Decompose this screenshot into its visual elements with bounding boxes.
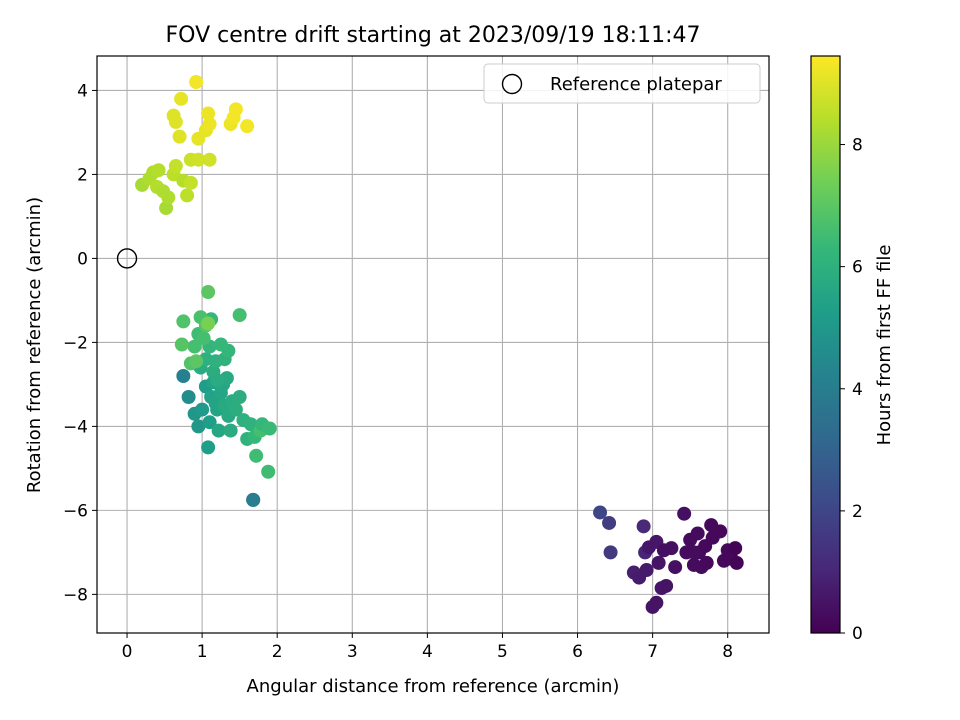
legend: Reference platepar <box>483 63 761 104</box>
y-tick-label: −4 <box>63 417 88 437</box>
y-tick-label: 2 <box>77 165 88 185</box>
data-point <box>168 159 183 174</box>
x-tick-label: 8 <box>722 642 733 662</box>
data-point <box>223 423 238 438</box>
data-point <box>636 519 651 534</box>
data-point <box>602 515 617 530</box>
colorbar-tick-label: 4 <box>852 380 863 400</box>
x-tick-label: 4 <box>422 642 433 662</box>
data-point <box>686 545 701 560</box>
data-point <box>189 354 204 369</box>
data-point <box>191 152 206 167</box>
data-point <box>240 119 255 134</box>
legend-marker-reference <box>501 73 523 95</box>
data-point <box>174 91 189 106</box>
legend-box <box>483 63 761 104</box>
data-point <box>603 545 618 560</box>
chart-title: FOV centre drift starting at 2023/09/19 … <box>166 23 701 48</box>
x-tick-label: 1 <box>197 642 208 662</box>
data-point <box>213 337 228 352</box>
data-point <box>668 560 683 575</box>
data-points <box>135 75 744 614</box>
data-point <box>181 389 196 404</box>
data-point <box>202 117 217 132</box>
data-point <box>228 402 243 417</box>
data-point <box>180 188 195 203</box>
y-axis-ticks: 4 2 0 −2 −4 −6 −8 <box>63 81 97 605</box>
data-point <box>249 448 264 463</box>
data-point <box>159 201 174 216</box>
colorbar-tick-label: 6 <box>852 258 863 278</box>
data-point <box>728 541 743 556</box>
data-point <box>189 75 204 90</box>
data-point <box>713 524 728 539</box>
data-point <box>176 314 191 329</box>
data-point <box>232 308 247 323</box>
y-tick-label: −6 <box>63 501 88 521</box>
data-point <box>246 492 261 507</box>
data-point <box>201 285 216 300</box>
data-point <box>659 578 674 593</box>
x-tick-label: 3 <box>347 642 358 662</box>
legend-label-reference: Reference platepar <box>550 74 722 95</box>
data-point <box>196 331 211 346</box>
data-point <box>195 402 210 417</box>
data-point <box>649 595 664 610</box>
data-point <box>201 106 216 121</box>
x-axis-label: Angular distance from reference (arcmin) <box>247 676 620 697</box>
x-tick-label: 6 <box>572 642 583 662</box>
data-point <box>232 389 247 404</box>
y-tick-label: 4 <box>77 81 88 101</box>
data-point <box>176 368 191 383</box>
reference-platepar-point <box>116 248 138 269</box>
data-point <box>210 373 225 388</box>
x-tick-label: 2 <box>272 642 283 662</box>
reference-marker <box>116 248 138 269</box>
data-point <box>172 129 187 144</box>
data-point <box>202 415 217 430</box>
data-point <box>161 190 176 205</box>
data-point <box>191 419 206 434</box>
data-point <box>228 102 243 117</box>
y-tick-label: −2 <box>63 333 88 353</box>
x-axis-ticks: 0 1 2 3 4 5 6 7 8 <box>122 633 733 662</box>
y-axis-label: Rotation from reference (arcmin) <box>24 197 45 493</box>
data-point <box>729 555 744 570</box>
data-point <box>593 505 608 520</box>
plot-frame <box>96 55 770 634</box>
x-tick-label: 0 <box>122 642 133 662</box>
data-point <box>202 152 217 167</box>
data-point <box>211 423 226 438</box>
colorbar-tick-label: 8 <box>852 136 863 156</box>
data-point <box>690 526 705 541</box>
data-point <box>201 440 216 455</box>
y-tick-label: −8 <box>63 585 88 605</box>
colorbar-tick-label: 0 <box>852 624 863 644</box>
data-point <box>699 555 714 570</box>
data-point <box>664 541 679 556</box>
data-point <box>187 339 202 354</box>
data-point <box>151 163 166 178</box>
data-point <box>677 506 692 521</box>
x-tick-label: 7 <box>647 642 658 662</box>
data-point <box>183 175 198 190</box>
colorbar-ticks: 0 2 4 6 8 <box>840 136 863 644</box>
data-point <box>168 114 183 129</box>
data-point <box>201 316 216 331</box>
x-tick-label: 5 <box>497 642 508 662</box>
data-point <box>262 421 277 436</box>
colorbar <box>810 55 841 634</box>
data-point <box>651 555 666 570</box>
data-point <box>174 337 189 352</box>
data-point <box>639 563 654 578</box>
colorbar-label: Hours from first FF file <box>874 245 895 446</box>
data-point <box>261 464 276 479</box>
colorbar-tick-label: 2 <box>852 502 863 522</box>
y-tick-label: 0 <box>77 249 88 269</box>
